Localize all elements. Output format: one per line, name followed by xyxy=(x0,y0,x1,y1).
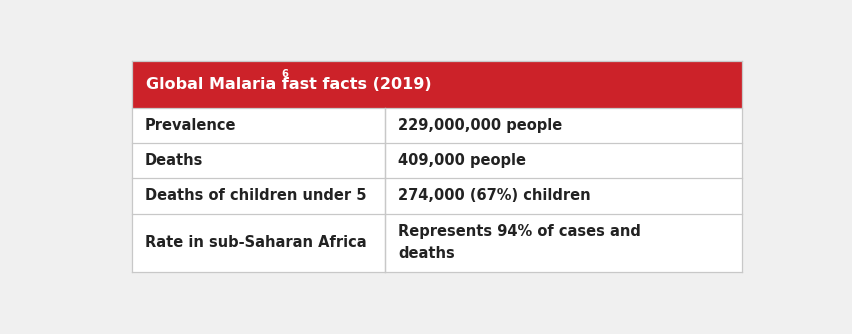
Text: Represents 94% of cases and
deaths: Represents 94% of cases and deaths xyxy=(398,224,641,261)
Bar xyxy=(131,61,742,108)
Text: Deaths of children under 5: Deaths of children under 5 xyxy=(145,188,366,203)
Bar xyxy=(131,61,742,272)
Text: 274,000 (67%) children: 274,000 (67%) children xyxy=(398,188,590,203)
Text: 6: 6 xyxy=(281,69,288,79)
Text: Prevalence: Prevalence xyxy=(145,118,236,133)
Text: 229,000,000 people: 229,000,000 people xyxy=(398,118,562,133)
Text: Rate in sub-Saharan Africa: Rate in sub-Saharan Africa xyxy=(145,235,366,250)
Text: Deaths: Deaths xyxy=(145,153,203,168)
Text: Global Malaria fast facts (2019): Global Malaria fast facts (2019) xyxy=(147,77,432,92)
Text: 409,000 people: 409,000 people xyxy=(398,153,526,168)
